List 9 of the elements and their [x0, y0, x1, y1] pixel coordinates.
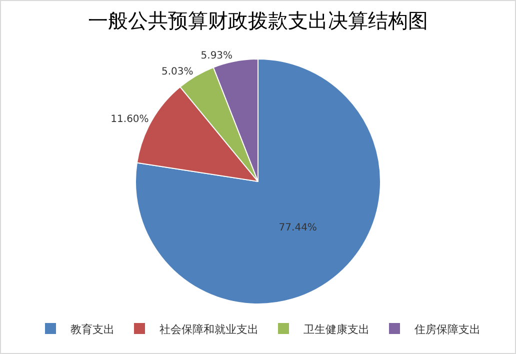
data-label: 77.44% [278, 222, 317, 234]
legend-label: 卫生健康支出 [304, 322, 370, 336]
legend-label: 社会保障和就业支出 [160, 322, 258, 336]
data-label: 5.93% [200, 50, 233, 62]
chart-title: 一般公共预算财政拨款支出决算结构图 [88, 8, 428, 32]
legend-label: 教育支出 [70, 322, 114, 336]
legend-label: 住房保障支出 [414, 322, 480, 336]
data-label: 11.60% [110, 114, 149, 126]
data-label: 5.03% [161, 66, 194, 78]
